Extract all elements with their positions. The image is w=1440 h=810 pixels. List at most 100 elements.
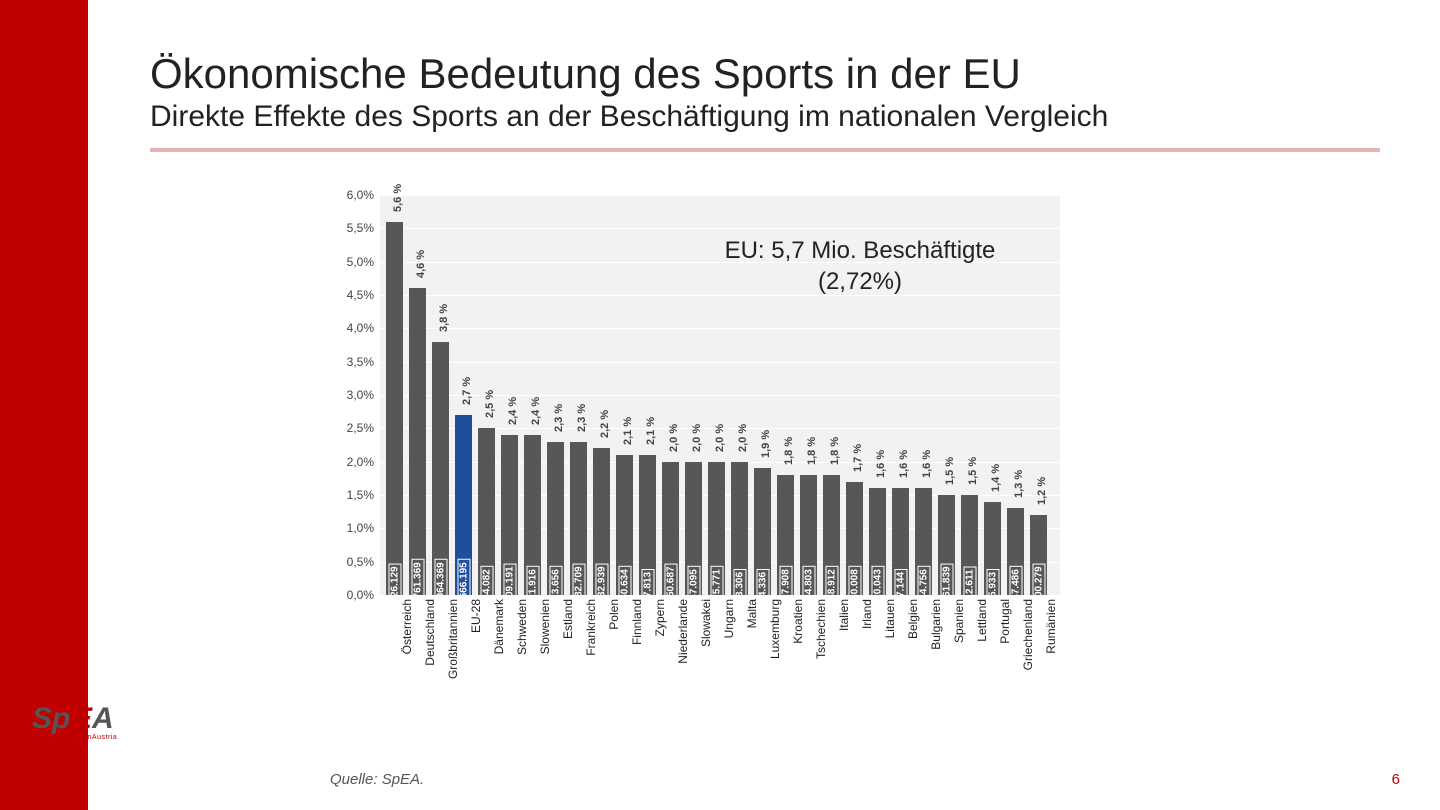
bar: 3.3062,0 % xyxy=(731,462,748,595)
bar-slot: 13.6562,3 % xyxy=(547,195,564,595)
bar: 7.8132,1 % xyxy=(639,455,656,595)
x-tick-label: Deutschland xyxy=(423,599,437,666)
bar-percent-label: 1,9 % xyxy=(760,430,772,458)
y-tick-label: 5,0% xyxy=(330,255,374,269)
bar-percent-label: 2,0 % xyxy=(691,424,703,452)
bar-percent-label: 2,0 % xyxy=(714,424,726,452)
bar-value-label: 75.771 xyxy=(710,566,723,603)
bar-slot: 109.1912,4 % xyxy=(501,195,518,595)
bar-percent-label: 1,7 % xyxy=(852,444,864,472)
bar: 150.6872,0 % xyxy=(662,462,679,595)
x-tick-label: Polen xyxy=(607,599,621,630)
bar-percent-label: 1,6 % xyxy=(875,450,887,478)
content-area: Ökonomische Bedeutung des Sports in der … xyxy=(150,50,1390,152)
bar-percent-label: 2,2 % xyxy=(599,410,611,438)
bar: 582.7092,3 % xyxy=(570,442,587,595)
bar: 7.1441,6 % xyxy=(892,488,909,595)
bar-slot: 582.7092,3 % xyxy=(570,195,587,595)
slide-subtitle: Direkte Effekte des Sports an der Beschä… xyxy=(150,100,1390,134)
bar-slot: 7.8132,1 % xyxy=(639,195,656,595)
x-tick-label: Belgien xyxy=(906,599,920,639)
bar: 47.4861,3 % xyxy=(1007,508,1024,595)
x-tick-label: Kroatien xyxy=(791,599,805,644)
bar-slot: 150.6872,0 % xyxy=(662,195,679,595)
bar-value-label: 3.306 xyxy=(733,569,746,600)
bar: 50.6342,1 % xyxy=(616,455,633,595)
svg-text:A: A xyxy=(91,702,114,735)
x-tick-label: Portugal xyxy=(998,599,1012,644)
bar-value-label: 4.336 xyxy=(756,569,769,600)
bar-percent-label: 2,0 % xyxy=(737,424,749,452)
bar: 12.6111,5 % xyxy=(961,495,978,595)
y-tick-label: 3,5% xyxy=(330,355,374,369)
bar-slot: 64.0822,5 % xyxy=(478,195,495,595)
bar: 226.1295,6 % xyxy=(386,222,403,595)
y-tick-label: 2,0% xyxy=(330,455,374,469)
bar-value-label: 47.486 xyxy=(1009,566,1022,603)
source-citation: Quelle: SpEA. xyxy=(330,771,424,788)
bar: 5.666.1952,7 % xyxy=(455,415,472,595)
bar-value-label: 38.912 xyxy=(825,566,838,603)
x-tick-label: Ungarn xyxy=(722,599,736,638)
bar-percent-label: 2,4 % xyxy=(507,397,519,425)
y-tick-label: 0,0% xyxy=(330,588,374,602)
x-tick-label: Großbritannien xyxy=(446,599,460,679)
chart-annotation: EU: 5,7 Mio. Beschäftigte (2,72%) xyxy=(690,235,1030,297)
x-tick-label: Slowenien xyxy=(538,599,552,654)
bar-percent-label: 2,5 % xyxy=(484,390,496,418)
slide: Sp E A SportsEconAustria Ökonomische Bed… xyxy=(0,0,1440,810)
bar: 20.0431,6 % xyxy=(869,488,886,595)
svg-text:E: E xyxy=(72,702,93,735)
bar: 13.6562,3 % xyxy=(547,442,564,595)
x-tick-label: Zypern xyxy=(653,599,667,636)
x-tick-label: Litauen xyxy=(883,599,897,638)
bar-chart: 0,0%0,5%1,0%1,5%2,0%2,5%3,0%3,5%4,0%4,5%… xyxy=(330,195,1060,755)
bar-value-label: 21.916 xyxy=(526,566,539,603)
x-tick-label: Bulgarien xyxy=(929,599,943,650)
bar-value-label: 12.611 xyxy=(963,566,976,602)
bar-percent-label: 1,3 % xyxy=(1013,470,1025,498)
bar-percent-label: 1,5 % xyxy=(967,457,979,485)
bar: 38.9121,8 % xyxy=(823,475,840,595)
slide-title: Ökonomische Bedeutung des Sports in der … xyxy=(150,50,1390,98)
bar: 4.3361,9 % xyxy=(754,468,771,595)
bar: 27.9081,8 % xyxy=(777,475,794,595)
x-tick-label: Spanien xyxy=(952,599,966,643)
bar-slot: 226.1295,6 % xyxy=(386,195,403,595)
bar: 5.9331,4 % xyxy=(984,502,1001,595)
bar-value-label: 44.756 xyxy=(917,566,930,603)
bar: 100.2791,2 % xyxy=(1030,515,1047,595)
bar-slot: 21.9162,4 % xyxy=(524,195,541,595)
bar-value-label: 13.656 xyxy=(549,566,562,603)
bar-value-label: 30.008 xyxy=(848,566,861,603)
spea-logo-icon: Sp E A xyxy=(14,690,154,740)
annotation-line1: EU: 5,7 Mio. Beschäftigte xyxy=(725,237,996,264)
bar: 261.8391,5 % xyxy=(938,495,955,595)
bar-percent-label: 4,6 % xyxy=(415,250,427,278)
bar-percent-label: 1,8 % xyxy=(829,437,841,465)
bar-slot: 100.2791,2 % xyxy=(1030,195,1047,595)
logo-subtitle: SportsEconAustria xyxy=(51,734,117,741)
y-tick-label: 5,5% xyxy=(330,221,374,235)
bar: 47.0952,0 % xyxy=(685,462,702,595)
bar-percent-label: 2,1 % xyxy=(622,417,634,445)
bar-value-label: 50.634 xyxy=(618,566,631,603)
x-tick-label: Slowakei xyxy=(699,599,713,647)
bar-percent-label: 2,3 % xyxy=(576,404,588,432)
bar-percent-label: 2,0 % xyxy=(668,424,680,452)
bar-percent-label: 1,8 % xyxy=(806,437,818,465)
annotation-line2: (2,72%) xyxy=(818,268,902,295)
bar-percent-label: 2,7 % xyxy=(461,377,473,405)
bar-percent-label: 2,1 % xyxy=(645,417,657,445)
y-tick-label: 0,5% xyxy=(330,555,374,569)
bar: 1.761.3694,6 % xyxy=(409,288,426,595)
logo: Sp E A SportsEconAustria xyxy=(14,680,154,750)
bar-percent-label: 1,4 % xyxy=(990,464,1002,492)
bar: 64.0822,5 % xyxy=(478,428,495,595)
bar-percent-label: 2,3 % xyxy=(553,404,565,432)
bar-value-label: 47.095 xyxy=(687,566,700,603)
bar: 84.8031,8 % xyxy=(800,475,817,595)
x-tick-label: Österreich xyxy=(400,599,414,654)
y-tick-label: 2,5% xyxy=(330,421,374,435)
x-tick-label: Estland xyxy=(561,599,575,639)
